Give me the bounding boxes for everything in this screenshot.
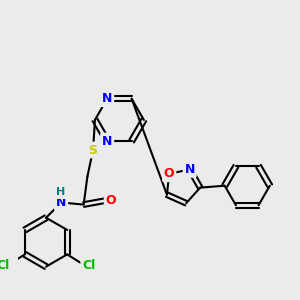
Text: Cl: Cl: [0, 259, 10, 272]
Text: N: N: [184, 163, 195, 176]
Text: N: N: [56, 196, 66, 209]
Text: H: H: [56, 187, 66, 197]
Text: Cl: Cl: [82, 259, 95, 272]
Text: N: N: [102, 92, 112, 105]
Text: S: S: [88, 143, 98, 157]
Text: O: O: [106, 194, 116, 207]
Text: O: O: [164, 167, 175, 180]
Text: N: N: [102, 135, 112, 148]
